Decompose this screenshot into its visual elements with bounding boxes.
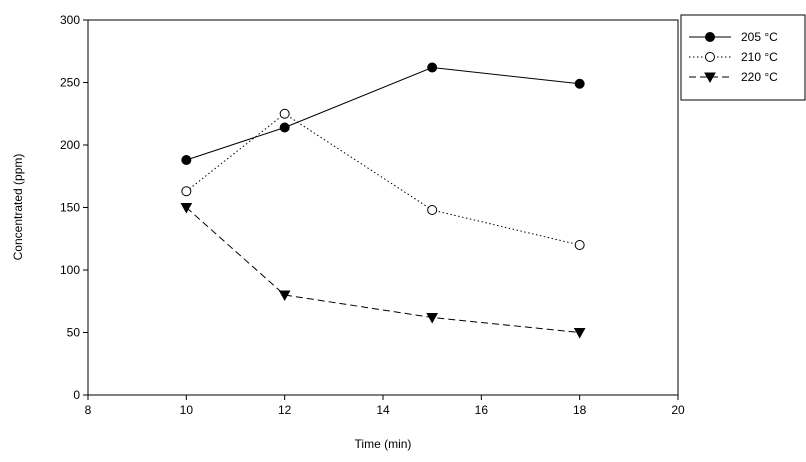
y-tick-label: 300 — [60, 13, 80, 27]
marker — [574, 78, 585, 89]
y-tick-label: 200 — [60, 138, 80, 152]
legend-label: 220 °C — [741, 70, 778, 84]
x-tick-label: 20 — [671, 403, 685, 417]
x-tick-label: 14 — [376, 403, 390, 417]
x-tick-label: 12 — [278, 403, 292, 417]
marker — [180, 203, 193, 214]
x-tick-label: 8 — [85, 403, 92, 417]
y-axis-label: Concentrated (ppm) — [11, 154, 25, 261]
legend-label: 205 °C — [741, 30, 778, 44]
marker — [181, 155, 192, 165]
marker — [427, 62, 438, 73]
plot-frame — [87, 19, 679, 396]
marker — [427, 205, 438, 215]
y-tick-label: 150 — [60, 201, 80, 215]
legend-label: 210 °C — [741, 50, 778, 64]
series-line — [186, 66, 580, 161]
y-tick-label: 50 — [67, 326, 81, 340]
y-tick-label: 100 — [60, 263, 80, 277]
marker — [279, 108, 290, 119]
marker — [705, 52, 715, 62]
legend-box — [680, 14, 806, 101]
marker — [181, 186, 192, 197]
marker — [574, 240, 585, 250]
x-tick-label: 18 — [573, 403, 587, 417]
marker — [705, 32, 715, 42]
x-tick-label: 16 — [475, 403, 489, 417]
x-axis-label: Time (min) — [355, 437, 412, 451]
marker — [278, 290, 291, 302]
x-tick-label: 10 — [180, 403, 194, 417]
marker — [279, 122, 290, 133]
series-line — [186, 113, 580, 246]
y-tick-label: 0 — [73, 388, 80, 402]
marker — [573, 328, 586, 339]
marker — [704, 72, 716, 84]
y-tick-label: 250 — [60, 76, 80, 90]
series-line — [186, 207, 580, 333]
marker — [426, 313, 439, 324]
